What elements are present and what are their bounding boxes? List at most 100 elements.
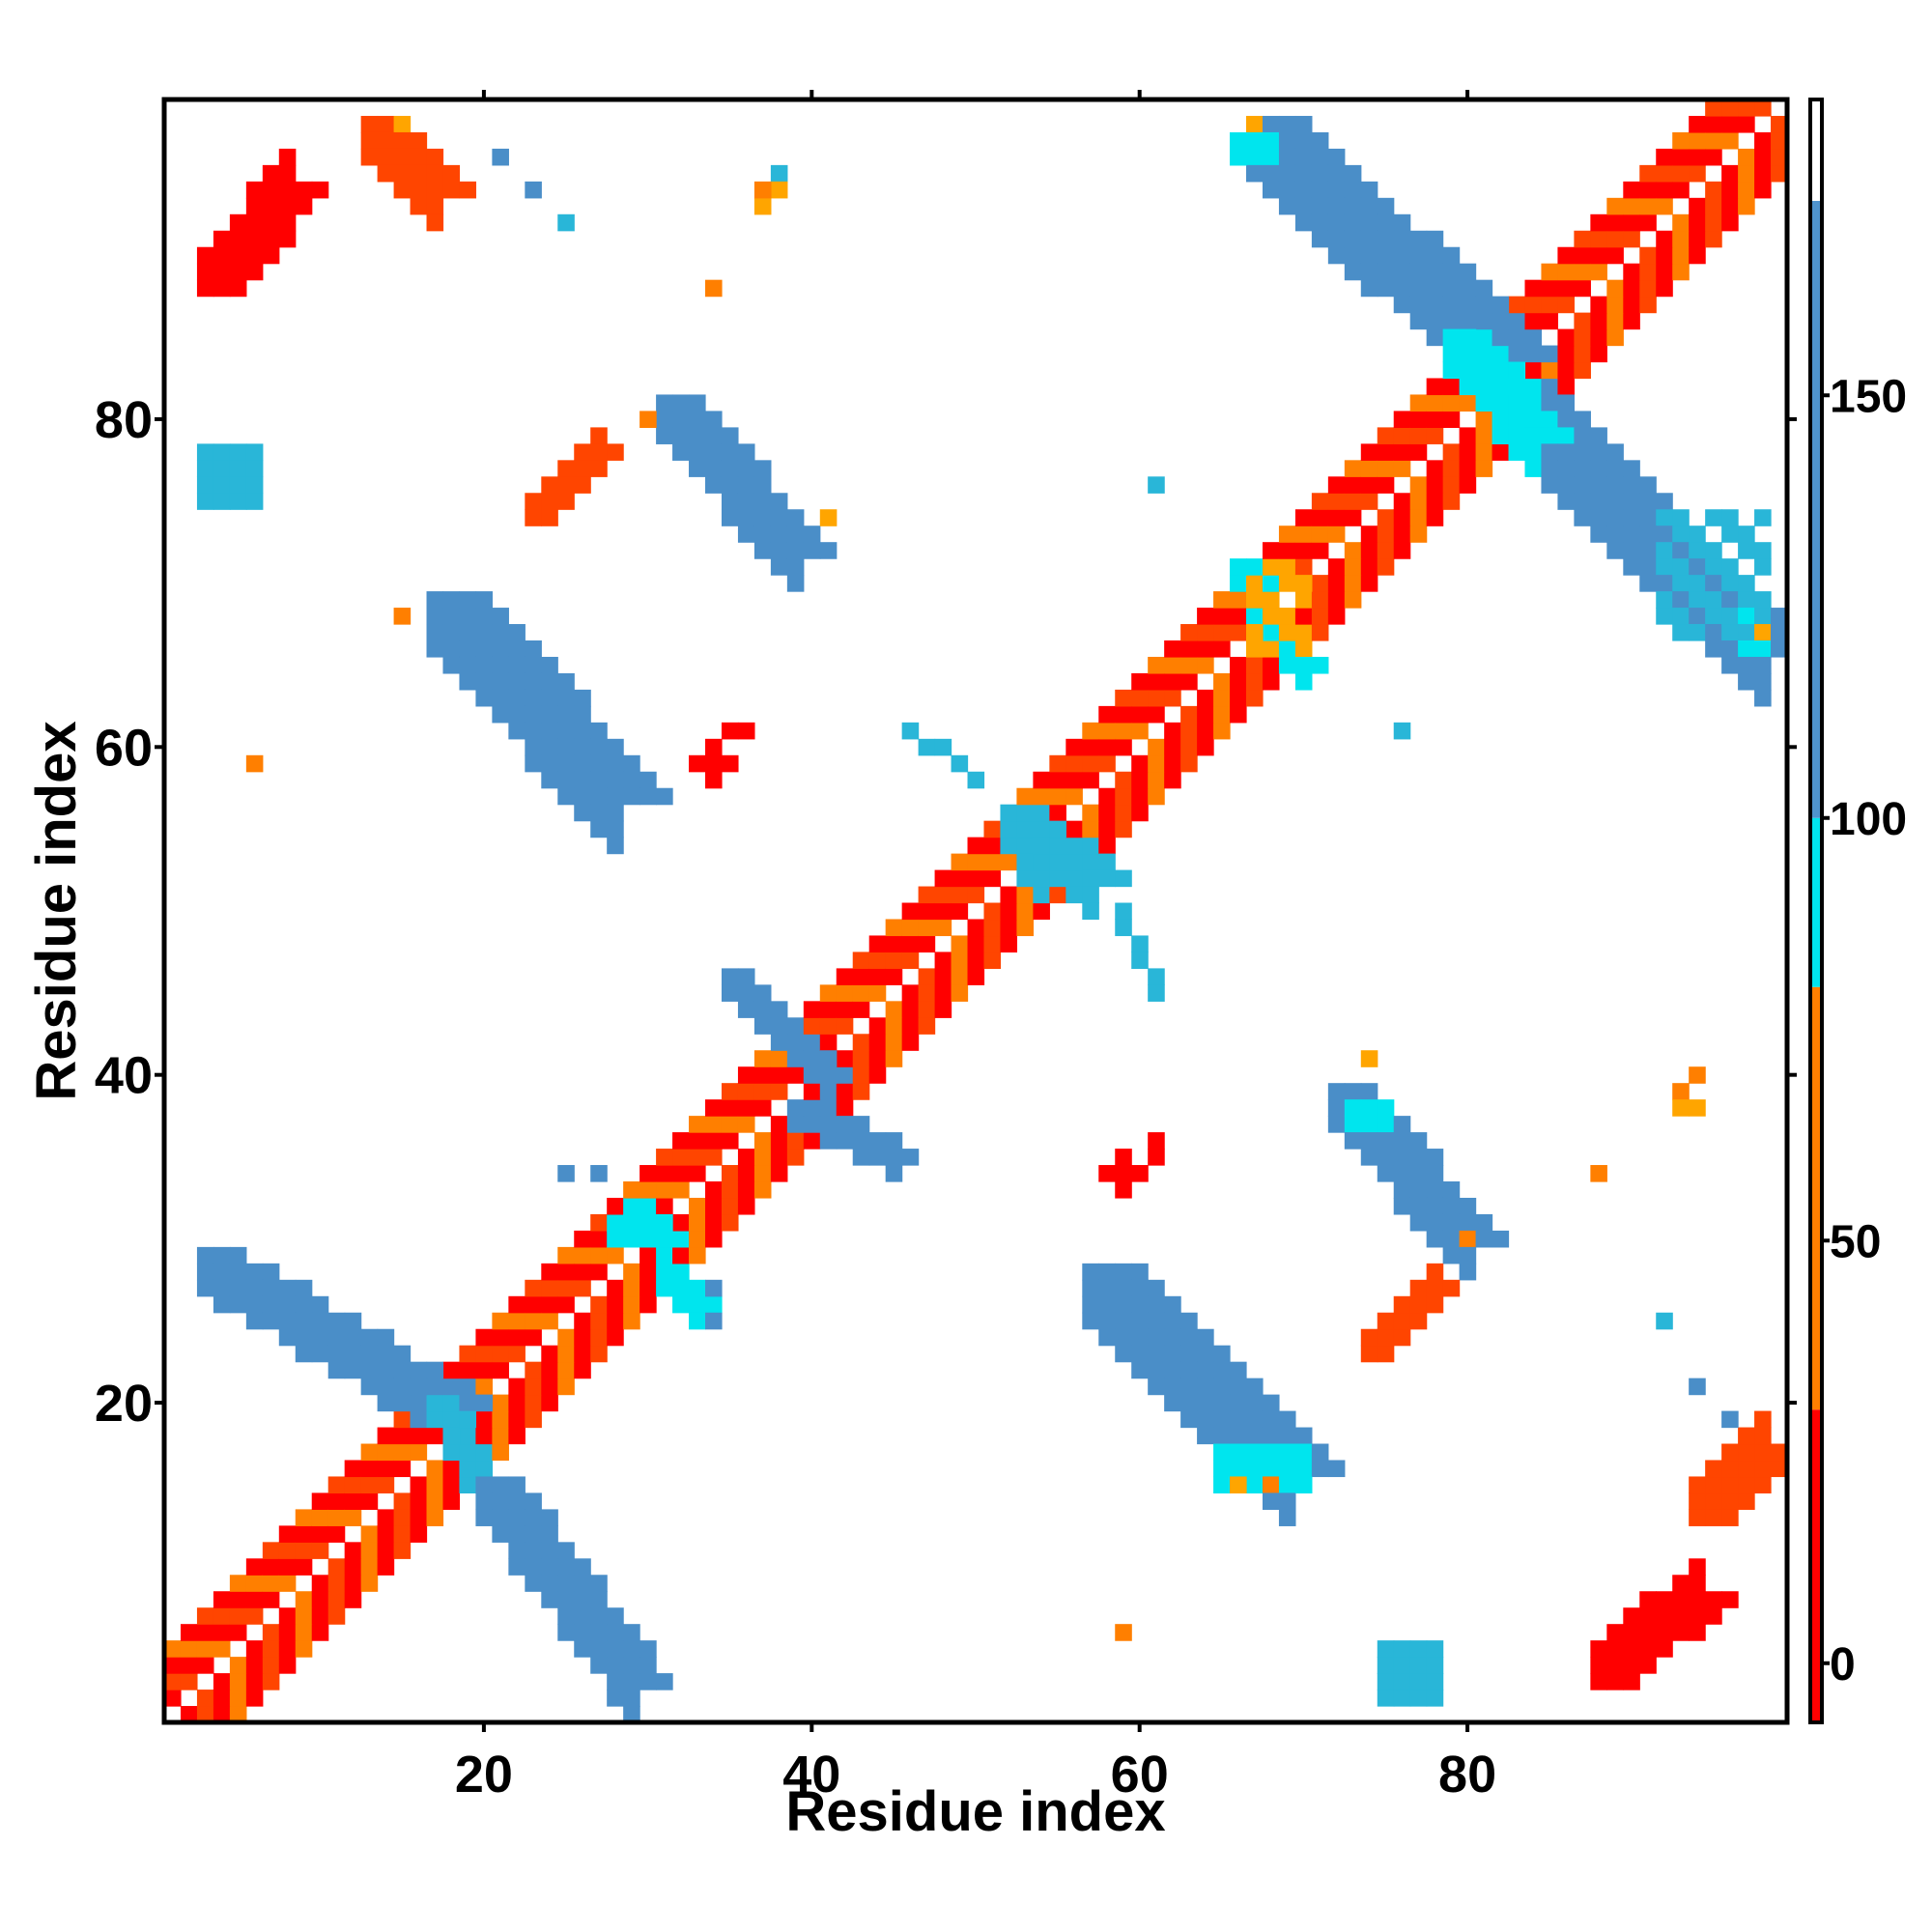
heatmap-cell xyxy=(1574,476,1591,494)
colorbar-segment xyxy=(1810,986,1822,1410)
heatmap-cell xyxy=(1492,378,1510,396)
heatmap-cell xyxy=(311,1591,329,1608)
heatmap-cell xyxy=(1623,1640,1640,1658)
heatmap-cell xyxy=(1721,656,1739,674)
heatmap-cell xyxy=(607,1328,624,1347)
heatmap-cell xyxy=(1377,1099,1395,1117)
heatmap-cell xyxy=(541,1542,558,1559)
heatmap-cell xyxy=(492,1312,509,1330)
heatmap-cell xyxy=(196,1624,214,1641)
heatmap-cell xyxy=(1705,131,1722,150)
heatmap-cell xyxy=(672,1279,690,1297)
heatmap-cell xyxy=(1656,1607,1673,1625)
heatmap-cell xyxy=(196,1690,214,1707)
heatmap-cell xyxy=(377,131,395,150)
heatmap-cell xyxy=(426,1410,444,1429)
heatmap-cell xyxy=(721,1099,739,1117)
heatmap-cell xyxy=(492,1492,509,1510)
heatmap-cell xyxy=(1574,328,1591,347)
heatmap-cell xyxy=(557,1279,575,1297)
heatmap-cell xyxy=(180,1640,198,1658)
heatmap-cell xyxy=(1393,1295,1411,1314)
heatmap-cell xyxy=(508,624,526,641)
heatmap-cell xyxy=(393,181,412,199)
heatmap-cell xyxy=(737,1197,755,1215)
heatmap-cell xyxy=(770,493,788,510)
heatmap-cell xyxy=(1164,1312,1181,1330)
heatmap-cell xyxy=(475,640,493,658)
heatmap-cell xyxy=(327,1558,346,1576)
heatmap-cell xyxy=(623,1312,640,1330)
heatmap-cell xyxy=(229,493,247,510)
heatmap-cell xyxy=(1294,608,1313,625)
heatmap-cell xyxy=(689,1312,706,1330)
heatmap-cell xyxy=(360,1575,379,1592)
heatmap-cell xyxy=(492,1509,509,1526)
heatmap-cell xyxy=(623,1640,640,1658)
heatmap-cell xyxy=(1574,230,1591,248)
heatmap-cell xyxy=(541,656,558,674)
heatmap-cell xyxy=(1656,558,1673,576)
heatmap-cell xyxy=(1262,575,1280,592)
heatmap-cell xyxy=(410,131,428,150)
heatmap-cell xyxy=(525,1575,542,1592)
heatmap-cell xyxy=(442,1427,461,1445)
heatmap-cell xyxy=(262,1575,280,1592)
heatmap-cell xyxy=(1623,213,1640,232)
heatmap-cell xyxy=(1180,640,1198,658)
heatmap-cell xyxy=(1754,608,1772,625)
heatmap-cell xyxy=(1049,771,1066,789)
heatmap-cell xyxy=(1689,1591,1706,1608)
heatmap-cell xyxy=(1327,181,1346,199)
heatmap-cell xyxy=(852,1083,870,1100)
heatmap-cell xyxy=(934,984,952,1002)
heatmap-cell xyxy=(574,689,591,707)
heatmap-cell xyxy=(1459,279,1477,298)
heatmap-cell xyxy=(1754,591,1772,609)
heatmap-cell xyxy=(885,1017,903,1035)
heatmap-cell xyxy=(1148,754,1165,773)
heatmap-cell xyxy=(705,771,723,789)
heatmap-cell xyxy=(442,640,461,658)
heatmap-cell xyxy=(705,738,723,756)
heatmap-cell xyxy=(508,1427,526,1445)
heatmap-cell xyxy=(1705,230,1722,248)
heatmap-cell xyxy=(426,1361,444,1379)
heatmap-cell xyxy=(901,984,920,1002)
heatmap-cell xyxy=(1705,1607,1722,1625)
heatmap-cell xyxy=(672,427,690,444)
heatmap-cell xyxy=(721,754,739,773)
heatmap-cell xyxy=(1344,460,1362,477)
heatmap-cell xyxy=(753,984,772,1002)
heatmap-cell xyxy=(1442,345,1461,363)
heatmap-cell xyxy=(1409,1149,1428,1166)
heatmap-cell xyxy=(868,1017,887,1035)
heatmap-cell xyxy=(1590,328,1607,347)
heatmap-cell xyxy=(1294,591,1313,609)
heatmap-cell xyxy=(426,1460,444,1478)
heatmap-cell xyxy=(1623,493,1640,510)
heatmap-cell xyxy=(1131,1165,1149,1182)
heatmap-cell xyxy=(574,705,591,724)
heatmap-cell xyxy=(557,1345,575,1363)
heatmap-cell xyxy=(1246,591,1264,609)
heatmap-cell xyxy=(1606,279,1624,298)
heatmap-cell xyxy=(1721,608,1739,625)
heatmap-cell xyxy=(1442,1246,1461,1264)
heatmap-cell xyxy=(1409,1181,1428,1199)
heatmap-cell xyxy=(705,1230,723,1248)
heatmap-cell xyxy=(262,181,280,199)
heatmap-cell xyxy=(1557,361,1575,380)
heatmap-cell xyxy=(574,1246,591,1264)
heatmap-cell xyxy=(1360,1116,1378,1133)
heatmap-cell xyxy=(1148,1312,1165,1330)
heatmap-cell xyxy=(1606,230,1624,248)
heatmap-cell xyxy=(327,1312,346,1330)
heatmap-cell xyxy=(1115,689,1132,707)
heatmap-cell xyxy=(344,1558,362,1576)
heatmap-cell xyxy=(737,1165,755,1182)
heatmap-cell xyxy=(705,460,723,477)
heatmap-cell xyxy=(753,1165,772,1182)
heatmap-cell xyxy=(1311,131,1329,150)
